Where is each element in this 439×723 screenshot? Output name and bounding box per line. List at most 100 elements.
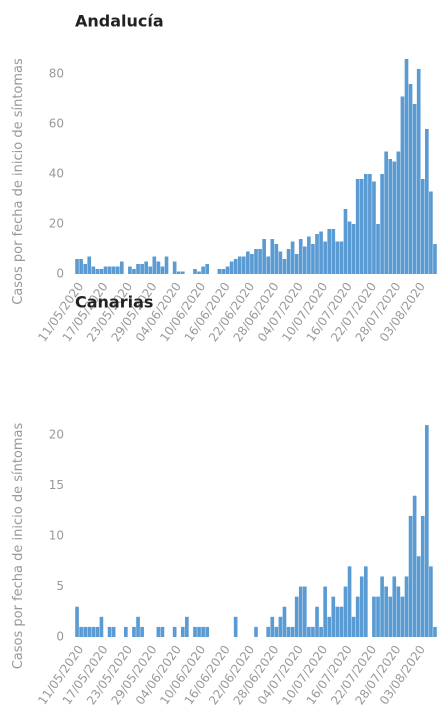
bar (327, 616, 332, 637)
bar (111, 266, 116, 274)
bar (376, 596, 380, 637)
bar (388, 596, 393, 637)
bar (343, 209, 348, 274)
bar (205, 626, 210, 637)
bar (278, 616, 283, 637)
bar (180, 626, 185, 637)
bar (136, 264, 140, 274)
bar (363, 566, 368, 637)
bar (433, 626, 437, 637)
bar (75, 606, 79, 637)
bar (363, 174, 368, 274)
bar (331, 229, 336, 274)
bar (359, 576, 364, 637)
bar (307, 626, 311, 637)
bar (119, 261, 124, 274)
bar (339, 241, 344, 274)
bar (83, 626, 87, 637)
bar (380, 174, 384, 274)
bar (282, 259, 287, 274)
bar (132, 269, 136, 274)
y-tick-label: 10 (49, 529, 64, 543)
bar (294, 596, 299, 637)
y-tick-label: 0 (56, 267, 64, 281)
bar (156, 261, 161, 274)
bar (429, 566, 433, 637)
bar (193, 626, 197, 637)
bar (111, 626, 116, 637)
bar (323, 586, 327, 637)
bar (258, 249, 262, 274)
bar (290, 626, 295, 637)
bar (416, 69, 421, 274)
bar (339, 606, 344, 637)
bar (103, 266, 108, 274)
bar (205, 264, 210, 274)
bar (197, 626, 201, 637)
bar (266, 256, 271, 274)
chart-title: Canarias (75, 293, 153, 312)
bar (144, 261, 149, 274)
bar (404, 576, 409, 637)
bar (311, 626, 315, 637)
bar (201, 626, 205, 637)
y-tick-label: 60 (49, 117, 64, 131)
bar (298, 586, 303, 637)
bar (197, 271, 201, 274)
bar (315, 606, 319, 637)
bar (368, 174, 372, 274)
bar (396, 586, 401, 637)
y-axis-label: Casos por fecha de inicio de síntomas (11, 422, 26, 669)
bar (91, 266, 96, 274)
bar (319, 626, 323, 637)
bar (140, 264, 144, 274)
bar (286, 626, 291, 637)
bar (254, 249, 258, 274)
bar (217, 269, 222, 274)
bar (376, 224, 380, 274)
bar (176, 271, 181, 274)
bar (172, 626, 177, 637)
bar (359, 179, 364, 274)
bar (107, 266, 112, 274)
bar (351, 224, 356, 274)
bar (298, 239, 303, 274)
bar (270, 239, 275, 274)
bar (237, 256, 242, 274)
bar (286, 249, 291, 274)
y-tick-label: 15 (49, 478, 64, 492)
bar (294, 254, 299, 274)
bar (400, 596, 405, 637)
bar (180, 271, 185, 274)
bar (79, 626, 83, 637)
bar (221, 269, 226, 274)
bar (343, 586, 348, 637)
bar (83, 264, 87, 274)
bar (201, 266, 205, 274)
bar (307, 236, 311, 274)
bar (91, 626, 96, 637)
bar (416, 556, 421, 637)
bar (99, 616, 104, 637)
bar (302, 586, 307, 637)
bar (355, 179, 360, 274)
bar (132, 626, 136, 637)
bar (347, 566, 352, 637)
bar (408, 84, 413, 274)
bar (392, 161, 397, 274)
bar (274, 244, 279, 274)
bar (148, 266, 153, 274)
bar (246, 251, 250, 274)
bar (79, 259, 83, 274)
bar (115, 266, 120, 274)
chart-title: Andalucía (75, 12, 164, 31)
bar (433, 244, 437, 274)
bar (87, 626, 92, 637)
bar (262, 239, 266, 274)
bar (241, 256, 246, 274)
bar (335, 606, 340, 637)
y-tick-label: 20 (49, 217, 64, 231)
bar (384, 151, 388, 274)
bar (233, 616, 238, 637)
bar (140, 626, 144, 637)
